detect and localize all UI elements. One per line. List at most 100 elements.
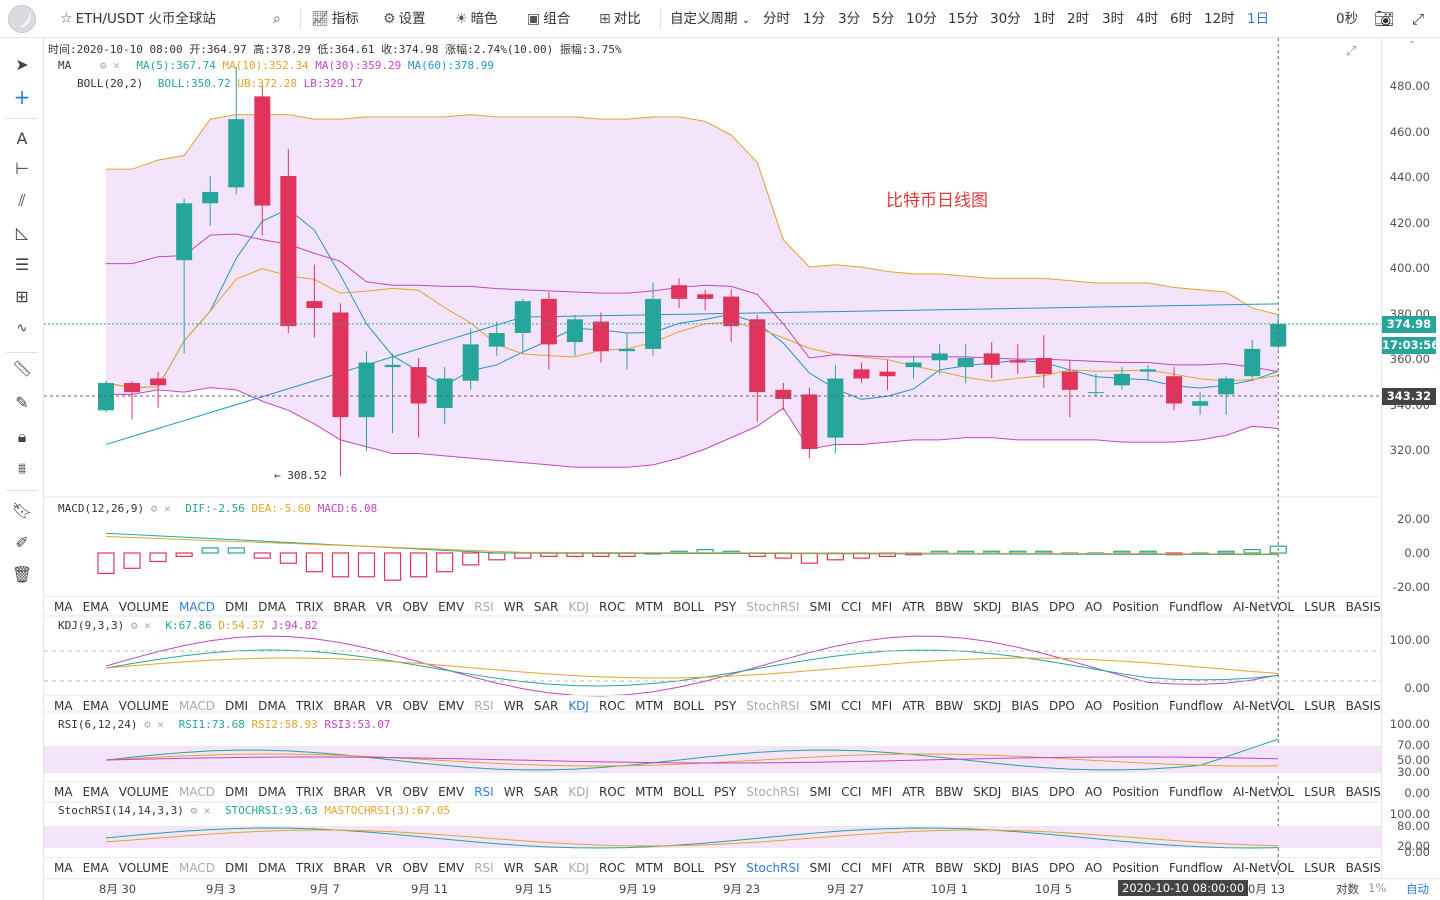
indicator-tab-stochrsi[interactable]: StochRSI (746, 785, 800, 799)
interval-10[interactable]: 4时 (1136, 11, 1159, 27)
interval-4[interactable]: 10分 (906, 11, 937, 27)
indicator-tab-fundflow[interactable]: Fundflow (1169, 600, 1223, 614)
indicator-tab-volume[interactable]: VOLUME (118, 699, 169, 713)
indicator-tab-stochrsi[interactable]: StochRSI (746, 600, 800, 614)
auto-scale-toggle[interactable]: 自动 (1406, 882, 1429, 896)
indicator-tab-rsi[interactable]: RSI (474, 785, 494, 799)
indicator-tab-brar[interactable]: BRAR (333, 785, 366, 799)
ruler-icon[interactable]: 📏︎ (11, 359, 33, 378)
indicator-tab-psy[interactable]: PSY (714, 785, 737, 799)
trend-lines-icon[interactable]: ⫽ (18, 191, 26, 210)
indicator-tab-position[interactable]: Position (1112, 600, 1160, 614)
indicator-tab-psy[interactable]: PSY (714, 699, 737, 713)
indicator-tab-ai-netvol[interactable]: AI-NetVOL (1232, 785, 1295, 799)
indicator-tab-mtm[interactable]: MTM (635, 600, 664, 614)
interval-12[interactable]: 12时 (1204, 11, 1235, 27)
indicator-tab-boll[interactable]: BOLL (673, 861, 705, 875)
price-axis[interactable]: 480.00 460.00 440.00 420.00 400.00 380.00 360.… (1381, 38, 1440, 878)
indicator-tab-dmi[interactable]: DMI (224, 785, 249, 799)
indicator-tab-bbw[interactable]: BBW (935, 785, 964, 799)
indicator-tab-lsur[interactable]: LSUR (1304, 861, 1336, 875)
trash-icon[interactable]: 🗑︎ (11, 565, 33, 584)
indicator-tab-mtm[interactable]: MTM (635, 861, 664, 875)
indicator-tab-vr[interactable]: VR (375, 785, 393, 799)
symbol-search-button[interactable]: ⌕ (273, 0, 284, 38)
indicator-tab-macd[interactable]: MACD (178, 600, 215, 614)
indicator-tab-bias[interactable]: BIAS (1011, 785, 1039, 799)
indicator-tab-volume[interactable]: VOLUME (118, 600, 169, 614)
indicator-tab-kdj[interactable]: KDJ (568, 785, 589, 799)
indicator-tab-skdj[interactable]: SKDJ (973, 785, 1002, 799)
indicator-tab-ai-netvol[interactable]: AI-NetVOL (1232, 861, 1295, 875)
favorite-star-button[interactable]: ☆ ETH/USDT 火币全球站 (60, 0, 216, 38)
indicator-tab-cci[interactable]: CCI (841, 861, 862, 875)
indicator-tab-psy[interactable]: PSY (714, 861, 737, 875)
indicator-tab-ao[interactable]: AO (1084, 861, 1103, 875)
interval-13[interactable]: 1日 (1247, 11, 1270, 27)
time-axis[interactable] (44, 878, 1440, 900)
compare-button[interactable]: ⊞ 对比 (599, 0, 641, 38)
indicator-tab-cci[interactable]: CCI (841, 699, 862, 713)
indicator-tab-smi[interactable]: SMI (809, 699, 832, 713)
indicator-tab-dpo[interactable]: DPO (1048, 600, 1075, 614)
indicator-tab-rsi[interactable]: RSI (474, 600, 494, 614)
indicator-tab-ma[interactable]: MA (54, 785, 73, 799)
indicator-tab-bbw[interactable]: BBW (935, 600, 964, 614)
settings-icon[interactable]: ⚙ ✕ (130, 619, 151, 632)
indicator-tab-emv[interactable]: EMV (438, 699, 465, 713)
indicator-tab-mfi[interactable]: MFI (871, 785, 893, 799)
indicator-tab-boll[interactable]: BOLL (673, 785, 705, 799)
indicator-tab-position[interactable]: Position (1112, 861, 1160, 875)
indicator-tab-boll[interactable]: BOLL (673, 600, 705, 614)
indicator-tab-sar[interactable]: SAR (533, 861, 559, 875)
indicator-tab-fundflow[interactable]: Fundflow (1169, 861, 1223, 875)
indicators-button[interactable]: 📈︎ 指标 (311, 0, 359, 38)
indicator-tab-skdj[interactable]: SKDJ (973, 699, 1002, 713)
combine-button[interactable]: ▣ 组合 (527, 0, 570, 38)
indicator-tab-vr[interactable]: VR (375, 699, 393, 713)
indicator-tab-dmi[interactable]: DMI (224, 699, 249, 713)
indicator-tab-dma[interactable]: DMA (258, 861, 286, 875)
crosshair-icon[interactable]: + (13, 85, 31, 109)
ma-legend[interactable]: MA ⚙ ✕ MA(5):367.74 MA(10):352.34 MA(30)… (58, 59, 494, 72)
interval-7[interactable]: 1时 (1033, 11, 1056, 27)
indicator-tab-ma[interactable]: MA (54, 600, 73, 614)
indicator-tab-lsur[interactable]: LSUR (1304, 600, 1336, 614)
rsi-legend[interactable]: RSI(6,12,24) ⚙ ✕ RSI1:73.68 RSI2:58.93 R… (58, 718, 391, 731)
indicator-tab-macd[interactable]: MACD (178, 785, 215, 799)
candlestick-chart[interactable] (44, 38, 1381, 878)
indicator-tab-lsur[interactable]: LSUR (1304, 785, 1336, 799)
indicator-tab-trix[interactable]: TRIX (295, 785, 324, 799)
indicator-tab-basis[interactable]: BASIS (1345, 785, 1381, 799)
indicator-tab-brar[interactable]: BRAR (333, 699, 366, 713)
indicator-tab-skdj[interactable]: SKDJ (973, 600, 1002, 614)
indicator-tab-sar[interactable]: SAR (533, 699, 559, 713)
interval-2[interactable]: 3分 (838, 11, 861, 27)
indicator-tab-emv[interactable]: EMV (438, 600, 465, 614)
indicator-tab-obv[interactable]: OBV (402, 600, 429, 614)
indicator-tab-mtm[interactable]: MTM (635, 699, 664, 713)
log-scale-toggle[interactable]: 对数 (1336, 882, 1359, 896)
macd-legend[interactable]: MACD(12,26,9) ⚙ ✕ DIF:-2.56 DEA:-5.60 MA… (58, 502, 377, 515)
indicator-tab-obv[interactable]: OBV (402, 861, 429, 875)
fullscreen-icon[interactable]: ⤢ (1412, 10, 1425, 28)
interval-5[interactable]: 15分 (948, 11, 979, 27)
indicator-tab-cci[interactable]: CCI (841, 600, 862, 614)
indicator-tab-ema[interactable]: EMA (82, 600, 109, 614)
indicator-tab-dma[interactable]: DMA (258, 785, 286, 799)
indicator-tab-basis[interactable]: BASIS (1345, 600, 1381, 614)
indicator-tab-dma[interactable]: DMA (258, 600, 286, 614)
indicator-tab-ao[interactable]: AO (1084, 600, 1103, 614)
indicator-tab-vr[interactable]: VR (375, 600, 393, 614)
indicator-tab-fundflow[interactable]: Fundflow (1169, 785, 1223, 799)
indicator-tab-atr[interactable]: ATR (902, 699, 926, 713)
indicator-tab-roc[interactable]: ROC (598, 785, 626, 799)
indicator-tab-wr[interactable]: WR (503, 600, 524, 614)
indicator-tab-mfi[interactable]: MFI (871, 699, 893, 713)
indicator-tab-bias[interactable]: BIAS (1011, 699, 1039, 713)
indicator-tab-fundflow[interactable]: Fundflow (1169, 699, 1223, 713)
indicator-tab-skdj[interactable]: SKDJ (973, 861, 1002, 875)
indicator-tab-wr[interactable]: WR (503, 785, 524, 799)
indicator-tab-bias[interactable]: BIAS (1011, 861, 1039, 875)
indicator-tab-emv[interactable]: EMV (438, 785, 465, 799)
